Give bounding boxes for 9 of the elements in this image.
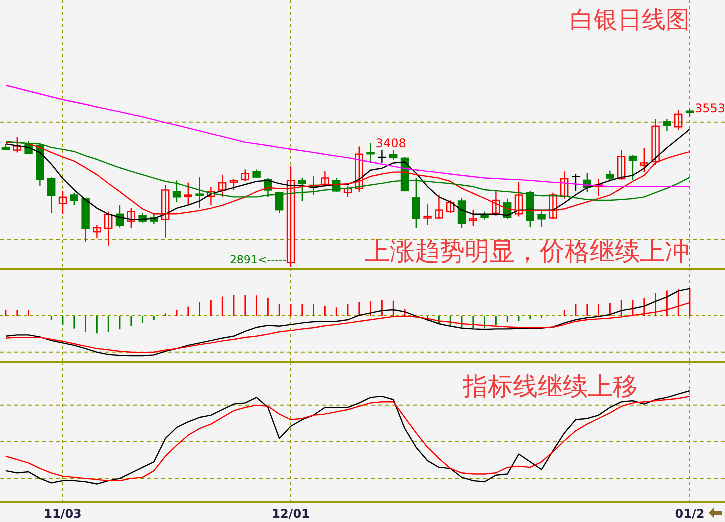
x-tick-label: 12/01 [272, 507, 310, 521]
annotation: 3553 [695, 102, 725, 116]
annotation: 3408 [376, 136, 406, 150]
annotation: 指标线继续上移 [462, 372, 638, 401]
annotation: 上涨趋势明显，价格继续上冲 [365, 237, 690, 266]
chart-title: 白银日线图 [570, 6, 690, 34]
x-tick-label: 11/03 [44, 507, 82, 521]
x-tick-label: 01/2 [675, 507, 705, 521]
annotation: 2891<----- [230, 254, 288, 266]
